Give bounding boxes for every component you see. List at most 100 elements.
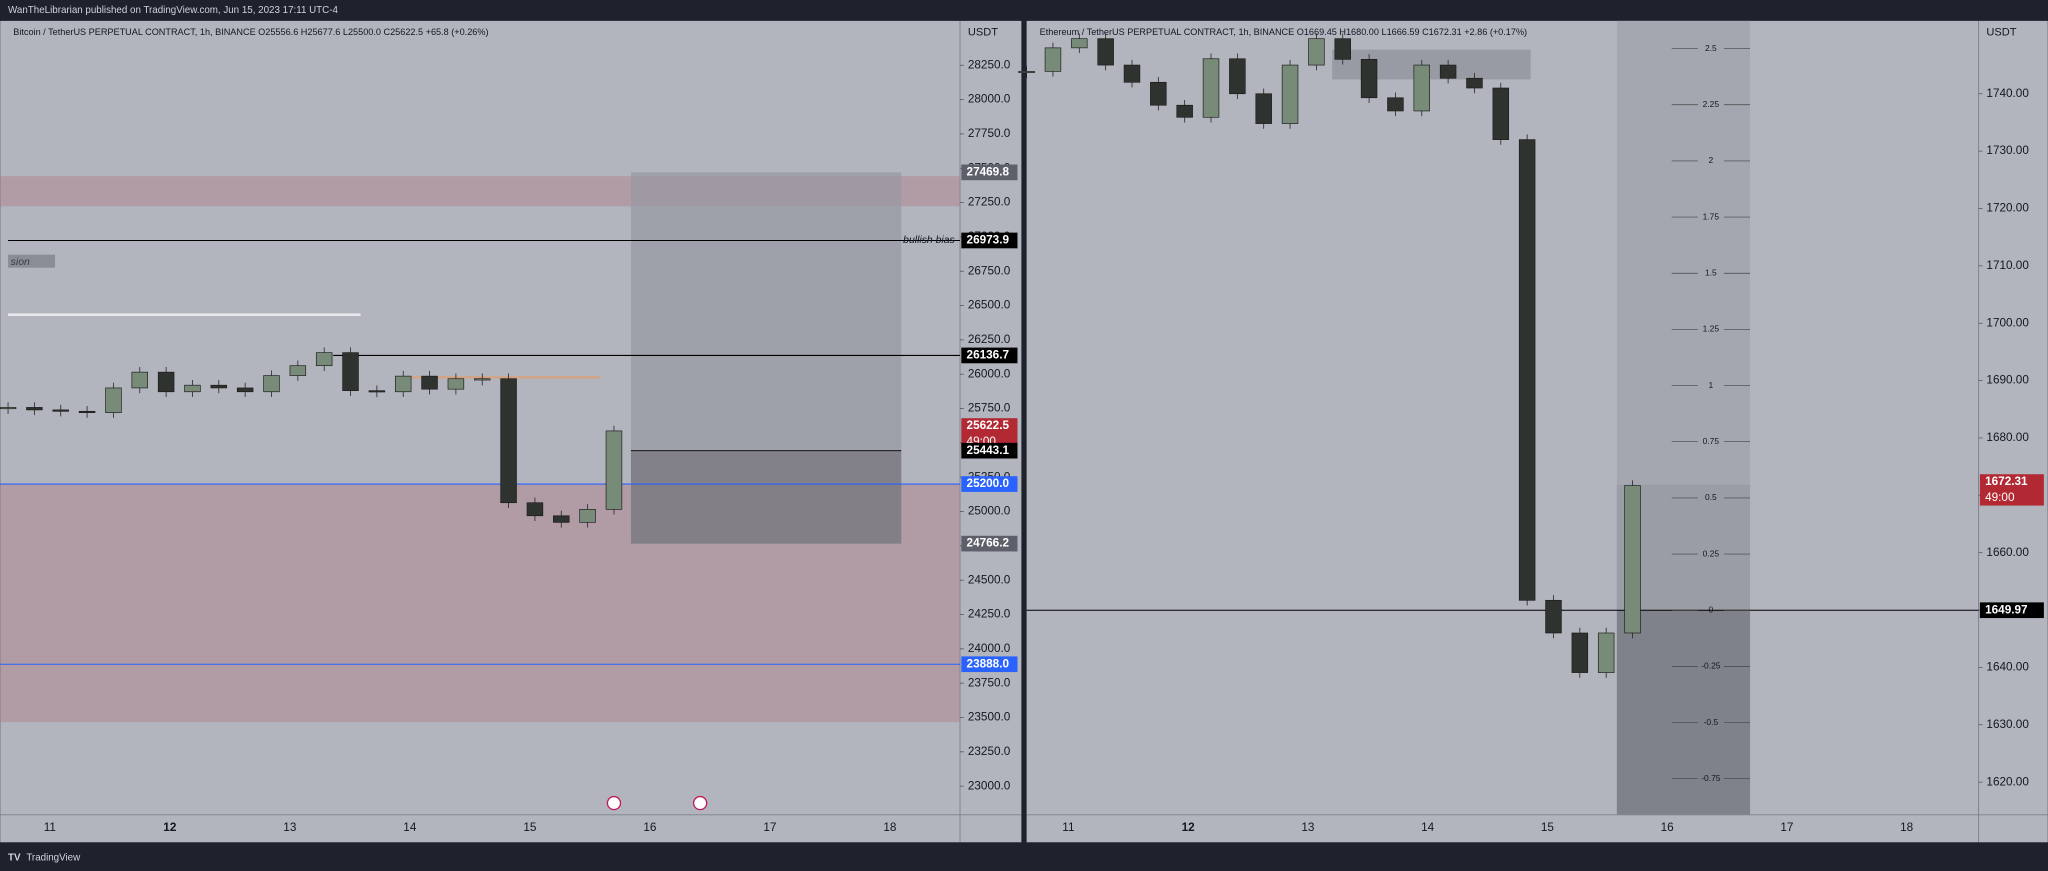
y-tick-label: 26000.0	[968, 367, 1011, 380]
price-label-text: 25443.1	[967, 444, 1010, 457]
candle	[289, 365, 307, 376]
candle	[1176, 104, 1193, 118]
y-tick-label: 27250.0	[968, 196, 1011, 209]
x-tick-label: 14	[1421, 821, 1435, 834]
fib-label: 0.75	[1703, 436, 1720, 446]
candle	[1229, 58, 1246, 95]
y-tick-label: 1690.00	[1986, 374, 2029, 387]
price-label-text: 25200.0	[967, 477, 1010, 490]
candle	[579, 508, 596, 523]
price-label-text: 1672.31	[1985, 475, 2028, 488]
price-label-text: 1649.97	[1985, 603, 2028, 616]
y-tick-label: 25750.0	[968, 402, 1011, 415]
fib-label: 1.75	[1703, 211, 1720, 221]
price-label-text: 27469.8	[967, 165, 1010, 178]
x-tick-label: 14	[403, 821, 417, 834]
candle	[1492, 87, 1510, 140]
x-tick-label: 12	[163, 821, 177, 834]
y-tick-label: 23750.0	[968, 676, 1011, 689]
x-tick-label: 15	[1541, 821, 1555, 834]
y-tick-label: 26500.0	[968, 299, 1011, 312]
y-tick-label: 1680.00	[1986, 431, 2029, 444]
candle	[1123, 64, 1141, 83]
annotation: bullish bias	[903, 235, 955, 246]
candle	[1413, 64, 1431, 112]
event-icon	[606, 795, 622, 811]
price-label	[961, 476, 1018, 492]
y-tick-label: 1710.00	[1986, 259, 2029, 272]
currency: USDT	[968, 27, 998, 39]
countdown: 49:00	[1985, 491, 2015, 504]
fib-label: -0.5	[1704, 717, 1719, 727]
candle	[78, 410, 96, 413]
price-label	[961, 347, 1018, 364]
fib-label: 0.5	[1705, 492, 1717, 502]
y-tick-label: 1620.00	[1986, 775, 2029, 788]
candle	[1071, 38, 1088, 49]
event-icon	[692, 795, 708, 811]
y-tick-label: 1730.00	[1986, 144, 2029, 157]
candle	[1281, 64, 1299, 124]
candle	[1439, 64, 1457, 79]
x-tick-label: 12	[1182, 821, 1196, 834]
candle	[605, 430, 623, 510]
price-label	[1979, 474, 2044, 506]
y-tick-label: 1720.00	[1986, 202, 2029, 215]
price-label-text: 23888.0	[967, 657, 1010, 670]
price-label	[1979, 602, 2044, 619]
candle	[474, 378, 491, 381]
candle	[553, 515, 570, 523]
candle	[1466, 77, 1483, 89]
candle	[26, 407, 43, 411]
candle	[526, 502, 544, 517]
y-tick-label: 26750.0	[968, 264, 1011, 277]
candle	[236, 387, 254, 393]
right-panel	[1026, 20, 2048, 843]
price-label	[961, 535, 1018, 552]
y-tick-label: 23250.0	[968, 745, 1011, 758]
annotation-box	[8, 254, 56, 268]
y-tick-label: 1660.00	[1986, 546, 2029, 559]
price-label	[961, 164, 1018, 181]
logo: TV	[8, 853, 21, 864]
candle	[1597, 632, 1615, 673]
y-tick-label: 24250.0	[968, 608, 1011, 621]
fib-label: -0.75	[1701, 773, 1721, 783]
candle	[1202, 58, 1220, 118]
y-tick-label: 28250.0	[968, 58, 1011, 71]
fib-label: 0	[1709, 604, 1714, 614]
candle	[1360, 59, 1378, 99]
y-tick-label: 23500.0	[968, 711, 1011, 724]
candle	[342, 352, 359, 392]
legend: Ethereum / TetherUS PERPETUAL CONTRACT, …	[1040, 27, 1527, 37]
annotation: sion	[11, 257, 30, 268]
y-tick-label: 1640.00	[1986, 661, 2029, 674]
candle	[105, 387, 122, 413]
y-tick-label: 24000.0	[968, 642, 1011, 655]
candle	[447, 378, 465, 390]
legend: Bitcoin / TetherUS PERPETUAL CONTRACT, 1…	[13, 27, 488, 37]
x-tick-label: 13	[283, 821, 297, 834]
y-tick-label: 28000.0	[968, 93, 1011, 106]
price-label-text: 26136.7	[967, 349, 1010, 362]
y-tick-label: 1700.00	[1986, 316, 2029, 329]
candle	[500, 378, 517, 504]
candle	[315, 352, 333, 367]
fib-label: 0.25	[1703, 548, 1720, 558]
candle	[1150, 81, 1167, 106]
price-label	[961, 656, 1018, 673]
x-tick-label: 18	[883, 821, 897, 834]
candle	[131, 371, 149, 389]
candle	[210, 384, 228, 389]
fib-label: 2	[1709, 155, 1714, 165]
candle	[1545, 599, 1562, 634]
y-tick-label: 25000.0	[968, 505, 1011, 518]
candle	[1387, 97, 1404, 112]
position-loss	[630, 450, 902, 544]
footer: TradingView	[26, 853, 81, 864]
fib-zone	[1616, 610, 1751, 815]
candle	[1334, 38, 1351, 60]
fib-label: 2.25	[1703, 99, 1720, 109]
